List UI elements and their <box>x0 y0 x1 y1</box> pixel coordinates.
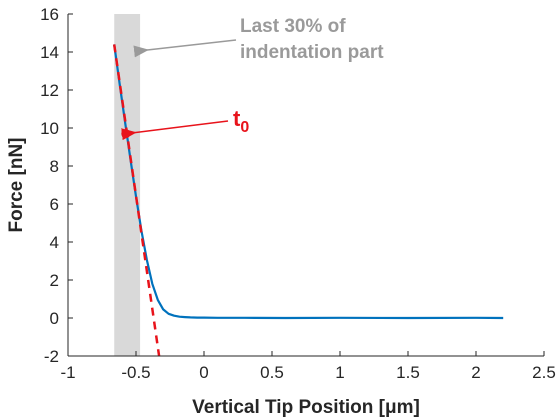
y-axis-label: Force [nN] <box>6 138 27 233</box>
t0-point <box>121 129 131 139</box>
band-annotation-line-2: indentation part <box>240 42 384 63</box>
x-tick-label: 1 <box>335 363 344 382</box>
ticks: -1 -0.5 0 0.5 1 1.5 2 2.5 -2 0 2 4 6 8 10 12 14 16 <box>40 5 556 382</box>
x-tick-label: 2 <box>471 363 480 382</box>
band-annotation-arrow <box>133 39 237 58</box>
y-tick-label: 4 <box>50 233 59 252</box>
y-tick-label: 6 <box>50 195 59 214</box>
y-tick-label: 12 <box>40 81 59 100</box>
series-layer <box>112 44 504 357</box>
t0-annotation-label: t0 <box>233 106 249 136</box>
axes <box>67 14 544 357</box>
t0-label-subscript: 0 <box>240 119 249 136</box>
y-tick-label: -2 <box>44 347 59 366</box>
x-tick-label: 1.5 <box>396 363 420 382</box>
y-tick-label: 10 <box>40 119 59 138</box>
y-tick-label: 14 <box>40 43 59 62</box>
y-tick-label: 2 <box>50 271 59 290</box>
x-tick-label: 0.5 <box>260 363 284 382</box>
fit-line <box>112 44 161 357</box>
x-tick-label: -1 <box>60 363 75 382</box>
x-tick-label: 2.5 <box>532 363 556 382</box>
x-tick-label: 0 <box>199 363 208 382</box>
y-tick-label: 8 <box>50 157 59 176</box>
annotations: Last 30% of indentation part t0 <box>121 16 384 141</box>
x-axis-label: Vertical Tip Position [μm] <box>192 397 420 418</box>
t0-annotation-arrow <box>121 120 229 141</box>
y-tick-label: 0 <box>50 309 59 328</box>
t0-label-main: t <box>233 106 241 131</box>
x-tick-label: -0.5 <box>121 363 150 382</box>
y-tick-label: 16 <box>40 5 59 24</box>
force-curve <box>113 44 504 320</box>
band-annotation-line-1: Last 30% of <box>240 16 346 37</box>
